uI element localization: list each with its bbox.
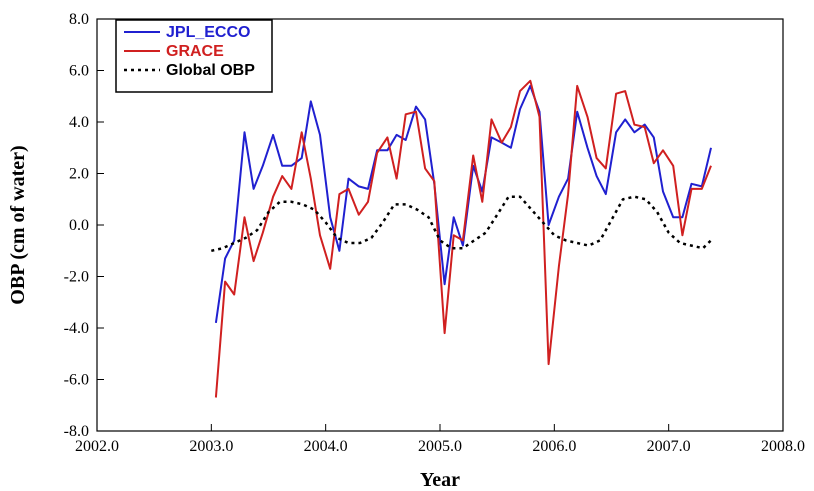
x-tick-label: 2008.0 [761,438,805,455]
series-line-jpl-ecco [214,84,712,324]
x-tick-label: 2004.0 [304,438,348,455]
y-tick-label: 2.0 [69,166,89,183]
y-tick-label: 0.0 [69,217,89,234]
x-tick-label: 2005.0 [418,438,462,455]
legend: JPL_ECCO GRACE Global OBP [115,19,273,93]
x-tick-label: 2006.0 [532,438,576,455]
legend-label: Global OBP [166,62,255,79]
y-tick-label: -2.0 [64,269,89,286]
series-line-grace [214,79,712,398]
legend-label: JPL_ECCO [166,24,250,41]
y-tick-label: -6.0 [64,372,89,389]
y-tick-label: 4.0 [69,114,89,131]
legend-label: GRACE [166,43,224,60]
y-tick-label: 6.0 [69,63,89,80]
series-layer [211,79,712,398]
y-axis-title: OBP (cm of water) [7,145,29,304]
x-tick-label: 2002.0 [75,438,119,455]
series-line-global-obp [211,195,712,253]
y-tick-label: -4.0 [64,320,89,337]
x-tick-label: 2007.0 [647,438,691,455]
y-tick-label: 8.0 [69,11,89,28]
y-axis: 8.0 6.0 4.0 2.0 0.0 -2.0 -4.0 -6.0 -8.0 [64,11,104,440]
x-axis: 2002.0 2003.0 2004.0 2005.0 2006.0 2007.0 2008… [75,424,805,455]
y-tick-label: -8.0 [64,423,89,440]
x-axis-title: Year [420,469,460,491]
x-tick-label: 2003.0 [189,438,233,455]
